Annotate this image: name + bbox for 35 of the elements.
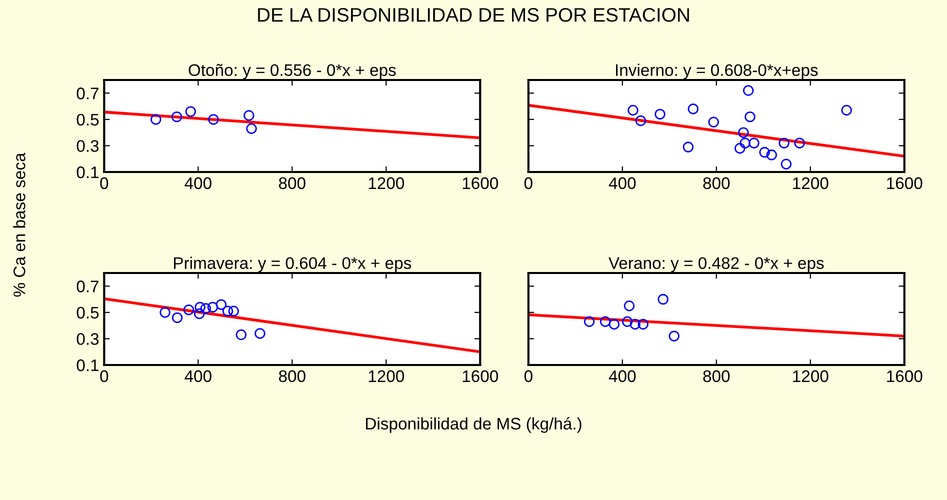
x-tick-label: 0 [100, 177, 108, 190]
y-tick-label: 0.3 [76, 333, 99, 345]
x-tick-label: 400 [184, 370, 212, 382]
y-tick-label: 0.7 [76, 280, 98, 292]
x-tick-label: 1200 [793, 177, 828, 190]
chart-title: Primavera: y = 0.604 - 0*x + eps [174, 256, 412, 272]
y-tick-label: 0.5 [76, 306, 99, 319]
x-tick-label: 1600 [887, 370, 922, 382]
y-tick-label: 0.1 [76, 166, 98, 178]
x-tick-label: 1200 [368, 370, 404, 382]
y-tick-label: 0.3 [76, 140, 99, 152]
x-tick-label: 0 [524, 177, 532, 190]
x-tick-label: 1600 [887, 177, 922, 190]
chart-title: Otoño: y = 0.556 - 0*x + eps [188, 64, 396, 80]
x-tick-label: 800 [278, 370, 306, 382]
x-tick-label: 1600 [462, 370, 498, 382]
x-tick-label: 1600 [462, 177, 498, 190]
text: DE LA DISPONIBILIDAD DE MS POR ESTACION [258, 8, 689, 22]
chart-title: Verano: y = 0.482 - 0*x + eps [608, 257, 824, 272]
x-tick-label: 0 [100, 370, 108, 382]
x-tick-label: 800 [278, 177, 306, 190]
y-axis-title: % Ca en base seca [13, 152, 26, 297]
x-tick-label: 800 [703, 177, 730, 190]
y-tick-label: 0.1 [76, 359, 98, 372]
x-tick-label: 800 [703, 370, 730, 382]
x-tick-label: 400 [608, 370, 636, 382]
y-tick-label: 0.5 [76, 114, 99, 126]
x-tick-label: 0 [524, 370, 532, 382]
x-axis-title: Disponibilidad de MS (kg/há.) [366, 417, 582, 433]
x-tick-label: 400 [608, 177, 636, 190]
x-tick-label: 1200 [368, 177, 404, 190]
x-tick-label: 400 [184, 177, 212, 190]
chart-title: Invierno: y = 0.608-0*x+eps [616, 64, 818, 80]
x-tick-label: 1200 [793, 370, 828, 382]
y-tick-label: 0.7 [76, 88, 98, 100]
